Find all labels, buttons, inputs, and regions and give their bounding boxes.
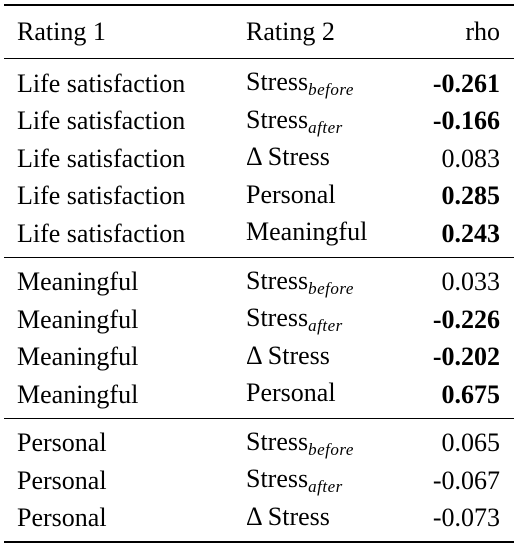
group-personal: Personal Stressbefore 0.065 Personal Str… [4,419,514,542]
top-rule [4,4,514,6]
rating-1-cell: Life satisfaction [17,181,186,211]
table-row: Personal Stressafter -0.067 [4,462,514,500]
rating-2-cell: Δ Stress [233,501,423,533]
rating-1-cell: Personal [17,428,107,458]
rating-1-cell: Personal [17,503,107,533]
rating-2-main: Personal [246,179,336,209]
rating-2-cell: Stressafter [233,303,423,336]
rating-1-cell: Meaningful [17,304,139,334]
group-rule [4,256,514,258]
table-row: Meaningful Δ Stress -0.202 [4,339,514,377]
rho-cell: -0.073 [432,503,500,533]
rating-2-main: Stress [246,67,309,97]
table-row: Life satisfaction Δ Stress 0.083 [4,140,514,178]
table-row: Personal Δ Stress -0.073 [4,500,514,538]
rho-cell: 0.243 [441,218,501,248]
rating-2-main: Stress [246,265,309,295]
table-row: Life satisfaction Stressafter -0.166 [4,103,514,141]
rating-2-main: Stress [246,464,309,494]
rating-2-cell: Personal [233,179,423,211]
rating-2-main: Δ Stress [246,340,330,370]
rating-2-cell: Personal [233,380,423,409]
rating-1-cell: Life satisfaction [17,218,186,248]
rating-2-main: Stress [246,104,309,134]
table-row: Life satisfaction Personal 0.285 [4,178,514,216]
rating-2-cell: Δ Stress [233,144,423,173]
rating-1-cell: Meaningful [17,379,139,409]
rating-2-main: Stress [246,303,309,333]
header-rating-1: Rating 1 [17,17,106,46]
rating-2-main: Δ Stress [246,501,330,531]
rho-cell: -0.226 [432,304,500,334]
rating-1-cell: Meaningful [17,267,139,297]
group-rule [4,417,514,419]
rho-cell: 0.675 [441,379,501,409]
table-row: Personal Stressbefore 0.065 [4,425,514,463]
rating-2-cell: Stressbefore [233,426,423,459]
rating-2-subscript: after [308,316,343,336]
rating-1-cell: Life satisfaction [17,68,186,98]
rho-cell: 0.083 [441,143,501,173]
rating-2-subscript: after [308,477,343,497]
rating-2-main: Personal [246,378,336,408]
rating-2-cell: Stressafter [233,104,423,137]
rating-2-main: Meaningful [246,217,368,247]
group-meaningful: Meaningful Stressbefore 0.033 Meaningful… [4,258,514,418]
rating-2-main: Stress [246,426,309,456]
rating-2-main: Δ Stress [246,142,330,172]
rating-2-subscript: before [308,80,354,100]
rating-2-cell: Stressbefore [233,265,423,298]
table-row: Life satisfaction Stressbefore -0.261 [4,65,514,103]
table-row: Meaningful Stressbefore 0.033 [4,264,514,302]
bottom-rule [4,541,514,543]
rating-2-cell: Meaningful [233,219,423,248]
header-rating-2: Rating 2 [246,17,335,46]
rating-2-subscript: before [308,439,354,459]
rho-cell: 0.033 [441,267,501,297]
rating-2-subscript: after [308,117,343,137]
rating-2-cell: Δ Stress [233,340,423,372]
table-row: Meaningful Stressafter -0.226 [4,301,514,339]
header-row: Rating 1 Rating 2 rho [4,6,514,58]
rating-1-cell: Life satisfaction [17,143,186,173]
rho-cell: 0.285 [441,181,501,211]
header-rule [4,58,514,59]
group-life-satisfaction: Life satisfaction Stressbefore -0.261 Li… [4,59,514,257]
rating-2-cell: Stressafter [233,464,423,497]
rho-cell: -0.202 [432,342,500,372]
rating-2-subscript: before [308,278,354,298]
rho-cell: -0.067 [432,465,500,495]
table-row: Life satisfaction Meaningful 0.243 [4,215,514,253]
rho-cell: -0.261 [432,68,500,98]
rho-cell: -0.166 [432,106,500,136]
correlation-table: Rating 1 Rating 2 rho Life satisfaction … [4,4,514,543]
table-row: Meaningful Personal 0.675 [4,376,514,414]
rating-1-cell: Personal [17,465,107,495]
rating-1-cell: Meaningful [17,342,139,372]
header-rho: rho [465,17,500,46]
rho-cell: 0.065 [441,428,501,458]
rating-2-cell: Stressbefore [233,67,423,100]
rating-1-cell: Life satisfaction [17,106,186,136]
